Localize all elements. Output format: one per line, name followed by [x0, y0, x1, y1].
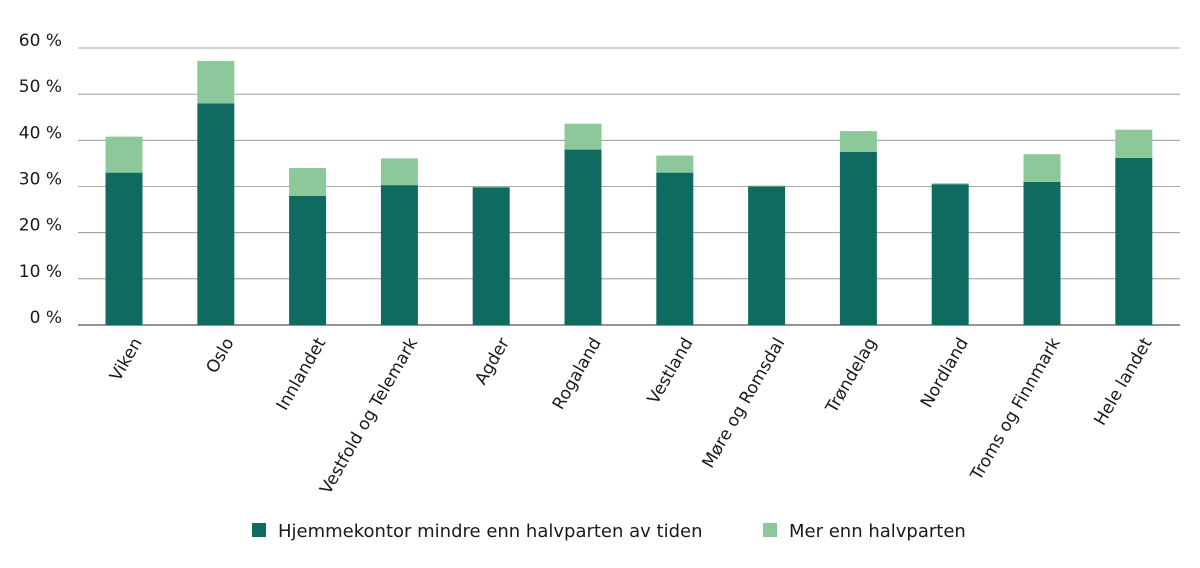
y-tick-label: 50 % [19, 77, 62, 97]
bar-segment-series-2 [472, 186, 510, 188]
bar-segment-series-1 [472, 187, 510, 325]
bar-segment-series-1 [380, 185, 418, 325]
x-tick-label: Troms og Finnmark [966, 334, 1064, 484]
x-tick-label: Viken [106, 335, 147, 385]
bar-segment-series-2 [1023, 154, 1061, 182]
legend-swatch-series-1 [252, 523, 266, 537]
gridlines [78, 47, 1180, 326]
bar-segment-series-2 [1115, 129, 1153, 158]
bar-segment-series-1 [1023, 181, 1061, 325]
bar-segment-series-1 [1115, 157, 1153, 325]
bar-segment-series-1 [105, 172, 143, 325]
x-tick-label: Trøndelag [822, 335, 881, 418]
x-tick-label: Innlandet [273, 334, 331, 414]
y-tick-label: 60 % [19, 31, 62, 51]
y-axis-ticks: 0 % 10 % 20 % 30 % 40 % 50 % 60 % [19, 31, 62, 328]
x-tick-label: Møre og Romsdal [699, 335, 790, 472]
bar-segment-series-1 [564, 149, 602, 325]
bar-segment-series-2 [839, 131, 877, 152]
bar-segment-series-2 [564, 123, 602, 150]
bar-segment-series-2 [748, 185, 786, 187]
x-tick-label: Vestfold og Telemark [316, 334, 422, 498]
bar-segment-series-1 [748, 186, 786, 325]
bar-segment-series-1 [656, 172, 694, 325]
bar-segment-series-1 [839, 151, 877, 325]
y-tick-label: 10 % [19, 262, 62, 282]
legend-label-series-2: Mer enn halvparten [789, 521, 966, 542]
y-tick-label: 0 % [30, 308, 62, 328]
y-tick-label: 30 % [19, 170, 62, 190]
bar-segment-series-2 [380, 158, 418, 186]
bar-segment-series-2 [197, 60, 235, 104]
bar-segment-series-1 [197, 103, 235, 326]
bar-segment-series-2 [105, 136, 143, 173]
bars [105, 60, 1153, 326]
legend: Hjemmekontor mindre enn halvparten av ti… [252, 521, 966, 542]
y-tick-label: 40 % [19, 123, 62, 143]
x-tick-label: Hele landet [1090, 334, 1156, 429]
bar-segment-series-2 [656, 155, 694, 173]
x-tick-label: Vestland [644, 335, 698, 408]
bar-segment-series-2 [289, 168, 327, 196]
x-tick-label: Agder [471, 335, 514, 389]
bar-segment-series-2 [931, 183, 969, 185]
x-tick-label: Oslo [203, 335, 239, 377]
x-tick-label: Rogaland [549, 335, 606, 414]
legend-swatch-series-2 [763, 523, 777, 537]
bar-segment-series-1 [289, 195, 327, 325]
bar-segment-series-1 [931, 184, 969, 325]
y-tick-label: 20 % [19, 216, 62, 236]
x-tick-label: Nordland [917, 334, 973, 411]
legend-label-series-1: Hjemmekontor mindre enn halvparten av ti… [278, 521, 703, 542]
